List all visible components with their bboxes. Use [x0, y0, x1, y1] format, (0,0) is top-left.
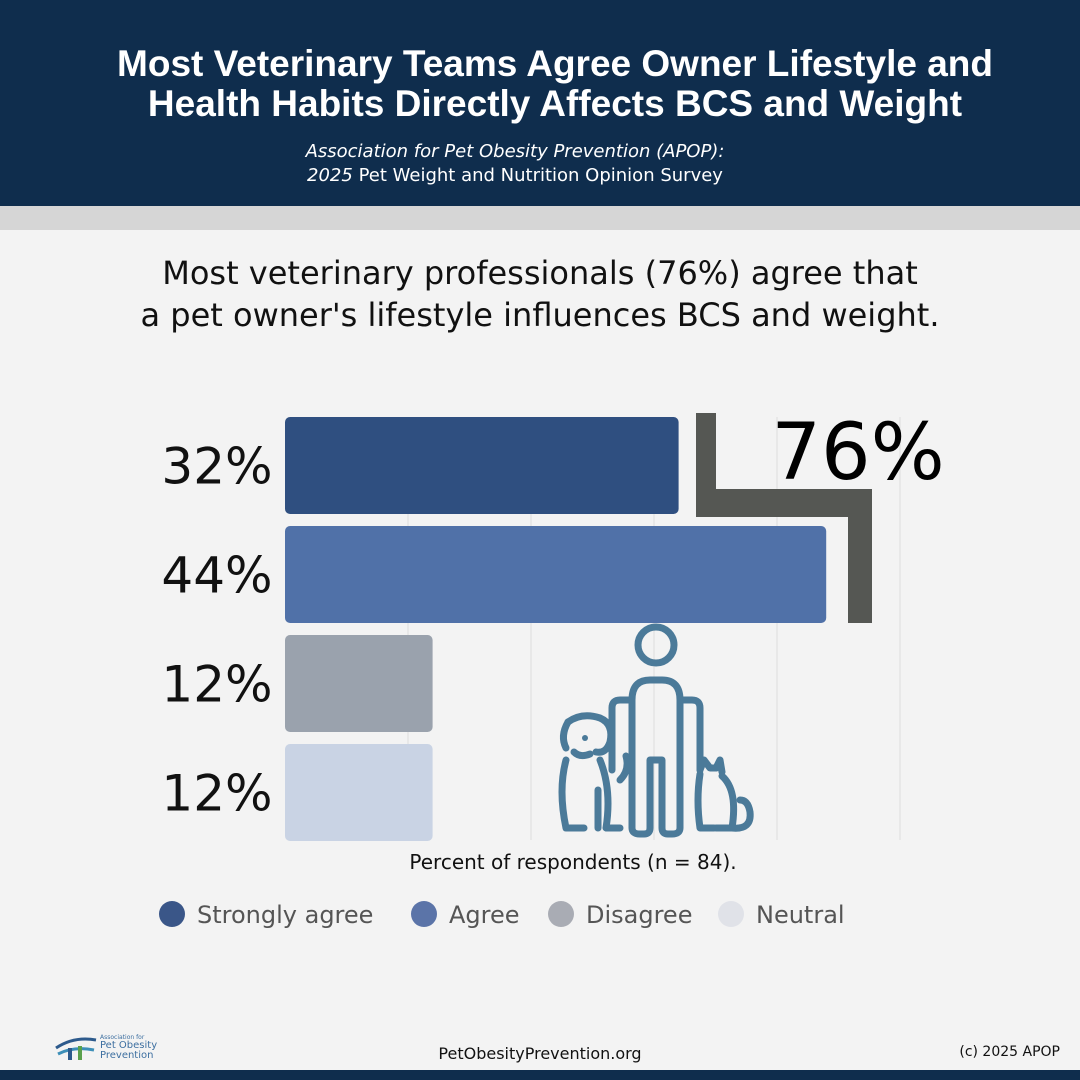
person-with-dog-and-cat-icon	[558, 623, 754, 838]
legend-label: Disagree	[586, 901, 692, 929]
title-line-1: Most Veterinary Teams Agree Owner Lifest…	[117, 43, 993, 84]
bracket-lower-stem	[848, 489, 872, 623]
page-title: Most Veterinary Teams Agree Owner Lifest…	[40, 44, 1070, 124]
logo-text-line-1: Pet Obesity	[100, 1040, 158, 1051]
chart-legend: Strongly agree Agree Disagree Neutral	[159, 901, 845, 929]
subtitle-line-2: 2025 Pet Weight and Nutrition Opinion Su…	[200, 164, 830, 188]
bottom-bar	[0, 1070, 1080, 1080]
legend-swatch	[411, 901, 437, 927]
subtitle-line-1: Association for Pet Obesity Prevention (…	[305, 141, 725, 162]
total-annotation: 76%	[771, 408, 944, 498]
title-line-2: Health Habits Directly Affects BCS and W…	[147, 83, 963, 124]
subtitle-year: 2025	[307, 165, 353, 186]
bar-disagree	[285, 635, 433, 732]
total-bracket: 76%	[696, 408, 945, 623]
apop-logo: Association for Pet Obesity Prevention	[54, 1034, 194, 1064]
headline-line-1: Most veterinary professionals (76%) agre…	[162, 254, 918, 292]
website-link[interactable]: PetObesityPrevention.org	[438, 1044, 642, 1063]
legend-label: Strongly agree	[197, 901, 373, 929]
logo-text-small: Association for	[100, 1034, 145, 1041]
bar-value-label: 44%	[161, 547, 272, 605]
bracket-connector	[696, 489, 872, 517]
headline-line-2: a pet owner's lifestyle influences BCS a…	[140, 296, 940, 334]
legend-label: Agree	[449, 901, 520, 929]
logo-text: Association for Pet Obesity Prevention	[100, 1034, 157, 1061]
legend-swatch	[718, 901, 744, 927]
x-axis-label: Percent of respondents (n = 84).	[409, 850, 736, 874]
chart-value-labels: 32% 44% 12% 12%	[161, 438, 272, 823]
bar-agree	[285, 526, 827, 623]
logo-text-line-2: Prevention	[100, 1050, 154, 1061]
legend-label: Neutral	[756, 901, 845, 929]
header-banner	[0, 0, 1080, 206]
header-divider	[0, 206, 1080, 230]
copyright: (c) 2025 APOP	[959, 1044, 1060, 1060]
bar-value-label: 32%	[161, 438, 272, 496]
chart-bars	[285, 417, 827, 841]
bar-strongly-agree	[285, 417, 679, 514]
legend-swatch	[159, 901, 185, 927]
bar-neutral	[285, 744, 433, 841]
bar-value-label: 12%	[161, 765, 272, 823]
legend-swatch	[548, 901, 574, 927]
subtitle: Association for Pet Obesity Prevention (…	[200, 140, 830, 188]
headline: Most veterinary professionals (76%) agre…	[60, 252, 1020, 336]
subtitle-line-2-rest: Pet Weight and Nutrition Opinion Survey	[352, 165, 723, 186]
bar-value-label: 12%	[161, 656, 272, 714]
apop-logo-icon	[55, 1037, 97, 1060]
